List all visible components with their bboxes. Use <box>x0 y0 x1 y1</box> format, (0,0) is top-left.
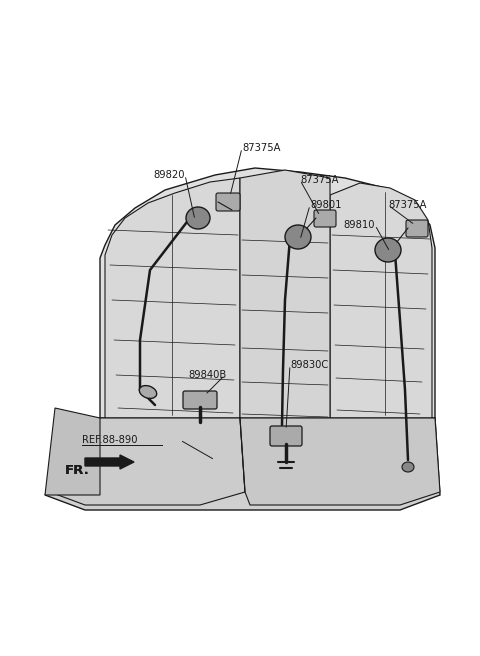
Text: 87375A: 87375A <box>388 200 427 210</box>
FancyBboxPatch shape <box>270 426 302 446</box>
Text: REF.88-890: REF.88-890 <box>82 435 137 445</box>
Text: 89810: 89810 <box>344 220 375 230</box>
Polygon shape <box>100 168 435 420</box>
Ellipse shape <box>375 238 401 262</box>
Text: 89840B: 89840B <box>188 370 226 380</box>
Polygon shape <box>50 418 245 505</box>
Polygon shape <box>330 183 432 418</box>
Ellipse shape <box>186 207 210 229</box>
Polygon shape <box>45 418 440 510</box>
FancyBboxPatch shape <box>314 210 336 227</box>
Text: FR.: FR. <box>65 464 90 476</box>
Ellipse shape <box>139 386 156 398</box>
Text: 89801: 89801 <box>310 200 341 210</box>
Ellipse shape <box>285 225 311 249</box>
Text: 87375A: 87375A <box>300 175 338 185</box>
Polygon shape <box>240 418 440 505</box>
Polygon shape <box>45 408 100 495</box>
Text: FR.: FR. <box>65 464 90 476</box>
FancyBboxPatch shape <box>183 391 217 409</box>
FancyArrow shape <box>85 455 134 469</box>
Text: 89820: 89820 <box>154 170 185 180</box>
Ellipse shape <box>402 462 414 472</box>
Text: 89830C: 89830C <box>290 360 328 370</box>
FancyBboxPatch shape <box>406 220 428 237</box>
FancyBboxPatch shape <box>216 193 240 211</box>
Text: 87375A: 87375A <box>242 143 280 153</box>
Polygon shape <box>105 178 240 418</box>
Polygon shape <box>240 170 330 418</box>
